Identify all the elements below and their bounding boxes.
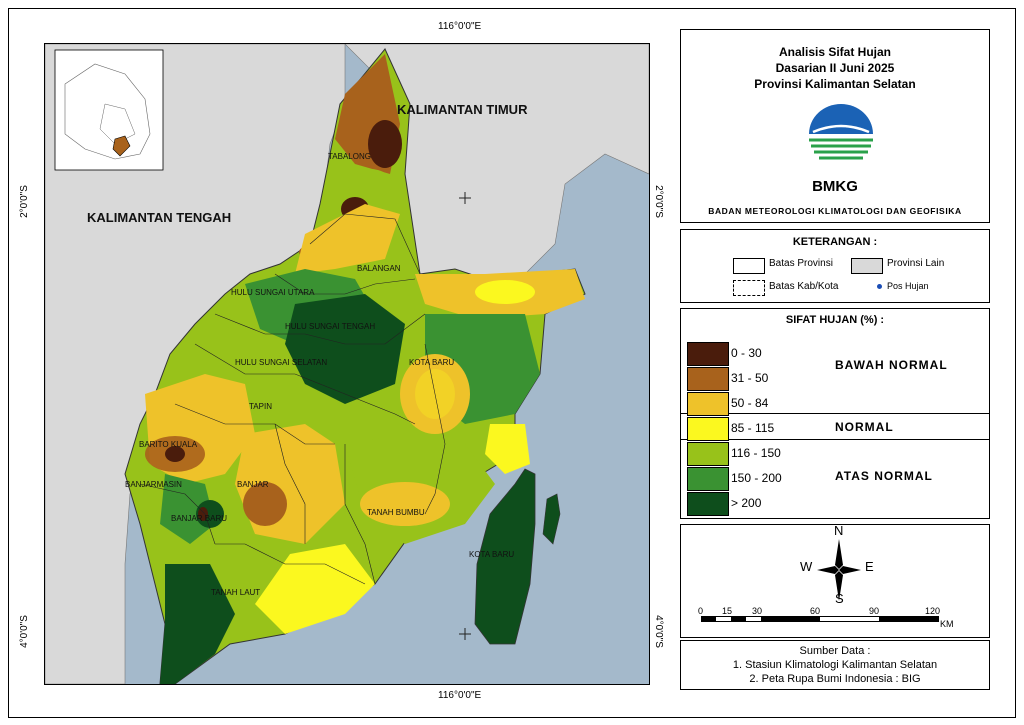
label-tapin: TAPIN [249,402,272,411]
label-banjarmasin: BANJARMASIN [125,480,182,489]
class-label-1: 31 - 50 [731,371,769,385]
label-tanahbumbu: TANAH BUMBU [367,508,425,517]
bmkg-logo-text: BMKG [812,178,858,195]
category-bawah-normal: BAWAH NORMAL [835,358,948,372]
north-scale-panel: N S W E 0 15 30 60 90 120 KM [680,523,990,638]
legend-panel: KETERANGAN : Batas Provinsi Provinsi Lai… [680,229,990,303]
compass-s: S [835,591,844,606]
scale-tick-60: 60 [810,606,821,616]
source-heading: Sumber Data : [799,645,871,657]
swatch-batas-provinsi [733,258,765,274]
inset-map [54,49,164,171]
scale-unit: KM [940,619,954,629]
org-name: BADAN METEOROLOGI KLIMATOLOGI DAN GEOFIS… [708,206,962,216]
legend-provinsi-lain: Provinsi Lain [887,258,945,269]
label-hss: HULU SUNGAI SELATAN [235,358,328,367]
title-line-1: Analisis Sifat Hujan [778,45,892,59]
title-panel: Analisis Sifat Hujan Dasarian II Juni 20… [680,29,990,223]
coord-bottom: 116°0'0"E [438,690,482,701]
scale-tick-90: 90 [869,606,880,616]
pulau-laut [474,468,536,645]
legend-batas-provinsi: Batas Provinsi [769,258,833,269]
coord-top: 116°0'0"E [438,21,482,32]
scale-bar [701,616,939,622]
class-label-2: 50 - 84 [731,396,769,410]
label-kalteng: KALIMANTAN TENGAH [87,210,232,225]
coord-left-top: 2°0'0"S [18,185,30,218]
pos-hujan-icon [877,284,882,289]
swatch-batas-kab [733,280,765,296]
divider-2 [681,439,989,440]
coord-right-top: 2°0'0"S [652,185,664,218]
compass-w: W [800,559,813,574]
swatch-1 [687,367,729,391]
class-label-3: 85 - 115 [731,421,775,435]
scale-tick-120: 120 [925,606,941,616]
map-sheet [8,8,1016,718]
label-balangan: BALANGAN [357,264,401,273]
legend-pos-hujan: Pos Hujan [887,281,929,291]
class-label-0: 0 - 30 [731,346,762,360]
title-line-2: Dasarian II Juni 2025 [775,61,895,75]
swatch-0 [687,342,729,366]
title-line-3: Provinsi Kalimantan Selatan [754,77,916,91]
label-tanahlaut: TANAH LAUT [211,588,261,597]
map-view[interactable]: KALIMANTAN TIMUR KALIMANTAN TENGAH TABAL… [44,43,650,685]
scale-tick-0: 0 [698,606,704,616]
swatch-4 [687,442,729,466]
pulau-sebuku [542,493,561,545]
label-kotabaru-2: KOTA BARU [469,550,515,559]
divider-1 [681,413,989,414]
coord-right-bottom: 4°0'0"S [652,615,664,648]
sifat-heading: SIFAT HUJAN (%) : [785,314,885,326]
bmkg-logo-icon [809,104,873,160]
scale-tick-15: 15 [722,606,733,616]
swatch-3 [687,417,729,441]
legend-batas-kab: Batas Kab/Kota [769,281,839,292]
legend-heading: KETERANGAN : [792,236,878,248]
source-line-1: 1. Stasiun Klimatologi Kalimantan Selata… [732,659,938,671]
label-banjarbaru: BANJAR BARU [171,514,228,523]
label-tabalong: TABALONG [328,152,371,161]
label-hst: HULU SUNGAI TENGAH [285,322,376,331]
label-banjar: BANJAR [237,480,269,489]
compass-n: N [834,523,844,538]
compass-e: E [865,559,874,574]
compass-icon [817,539,861,601]
class-label-5: 150 - 200 [731,471,782,485]
sifat-hujan-panel: SIFAT HUJAN (%) : 0 - 30 31 - 50 50 - 84… [680,308,990,519]
scale-tick-30: 30 [752,606,763,616]
label-kotabaru: KOTA BARU [409,358,455,367]
label-kaltim: KALIMANTAN TIMUR [397,102,528,117]
source-panel: Sumber Data : 1. Stasiun Klimatologi Kal… [680,640,990,690]
class-label-6: > 200 [731,496,762,510]
source-line-2: 2. Peta Rupa Bumi Indonesia : BIG [749,673,921,685]
label-hsu: HULU SUNGAI UTARA [231,288,315,297]
class-label-4: 116 - 150 [731,446,781,460]
swatch-provinsi-lain [851,258,883,274]
coord-left-bottom: 4°0'0"S [18,615,30,648]
swatch-5 [687,467,729,491]
swatch-6 [687,492,729,516]
category-normal: NORMAL [835,420,894,434]
category-atas-normal: ATAS NORMAL [835,469,933,483]
swatch-2 [687,392,729,416]
map-canvas [45,44,649,684]
label-batola: BARITO KUALA [139,440,198,449]
